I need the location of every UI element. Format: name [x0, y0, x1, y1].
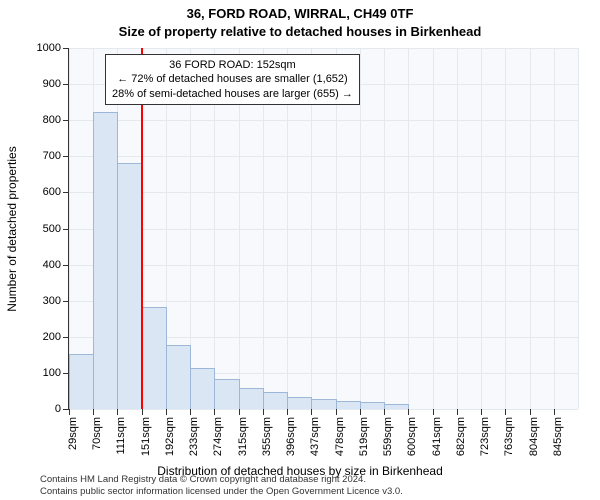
- annotation-line: 28% of semi-detached houses are larger (…: [112, 87, 353, 101]
- y-tick-label: 1000: [37, 42, 61, 54]
- y-tick-label: 500: [43, 223, 61, 235]
- x-tick-label: 315sqm: [237, 417, 249, 456]
- x-tick-label: 355sqm: [261, 417, 273, 456]
- y-tick-label: 400: [43, 259, 61, 271]
- x-tick-label: 763sqm: [503, 417, 515, 456]
- histogram-bar: [69, 354, 94, 409]
- annotation-line: 36 FORD ROAD: 152sqm: [112, 58, 353, 72]
- histogram-bar: [239, 388, 264, 409]
- y-axis-title: Number of detached properties: [5, 146, 19, 311]
- histogram-bar: [190, 368, 215, 409]
- x-tick-label: 682sqm: [455, 417, 467, 456]
- histogram-bar: [117, 163, 142, 409]
- x-tick-label: 70sqm: [91, 417, 103, 450]
- histogram-bar: [311, 399, 336, 409]
- footnote-line2: Contains public sector information licen…: [40, 486, 403, 497]
- heading-subtitle: Size of property relative to detached ho…: [0, 24, 600, 39]
- x-tick-label: 151sqm: [140, 417, 152, 456]
- histogram-bar: [166, 345, 191, 409]
- histogram-bar: [336, 401, 361, 409]
- x-tick-label: 192sqm: [164, 417, 176, 456]
- x-tick-label: 437sqm: [309, 417, 321, 456]
- histogram-bar: [214, 379, 239, 409]
- x-tick-label: 559sqm: [382, 417, 394, 456]
- y-tick-label: 200: [43, 331, 61, 343]
- footnote-line1: Contains HM Land Registry data © Crown c…: [40, 474, 366, 485]
- annotation-box: 36 FORD ROAD: 152sqm← 72% of detached ho…: [105, 54, 360, 105]
- heading-address: 36, FORD ROAD, WIRRAL, CH49 0TF: [0, 6, 600, 21]
- histogram-bar: [287, 397, 312, 409]
- y-tick-label: 600: [43, 186, 61, 198]
- y-tick-label: 100: [43, 367, 61, 379]
- x-tick-label: 845sqm: [552, 417, 564, 456]
- y-tick-label: 900: [43, 78, 61, 90]
- histogram-bar: [142, 307, 167, 409]
- histogram-bar: [360, 402, 385, 409]
- x-tick-label: 29sqm: [67, 417, 79, 450]
- x-tick-label: 600sqm: [406, 417, 418, 456]
- y-tick-label: 800: [43, 114, 61, 126]
- x-tick-label: 478sqm: [334, 417, 346, 456]
- histogram-bar: [263, 392, 288, 409]
- x-tick-label: 641sqm: [431, 417, 443, 456]
- y-tick-label: 0: [55, 403, 61, 415]
- footnote: Contains HM Land Registry data © Crown c…: [40, 474, 403, 498]
- x-tick-label: 233sqm: [188, 417, 200, 456]
- histogram-bar: [384, 404, 409, 409]
- histogram-plot: 0100200300400500600700800900100029sqm70s…: [68, 48, 578, 410]
- histogram-bar: [93, 112, 118, 409]
- y-tick-label: 700: [43, 150, 61, 162]
- x-tick-label: 111sqm: [115, 417, 127, 455]
- x-tick-label: 396sqm: [285, 417, 297, 456]
- x-tick-label: 519sqm: [358, 417, 370, 456]
- x-tick-label: 804sqm: [528, 417, 540, 456]
- y-tick-label: 300: [43, 295, 61, 307]
- x-tick-label: 274sqm: [212, 417, 224, 456]
- x-tick-label: 723sqm: [479, 417, 491, 456]
- annotation-line: ← 72% of detached houses are smaller (1,…: [112, 72, 353, 86]
